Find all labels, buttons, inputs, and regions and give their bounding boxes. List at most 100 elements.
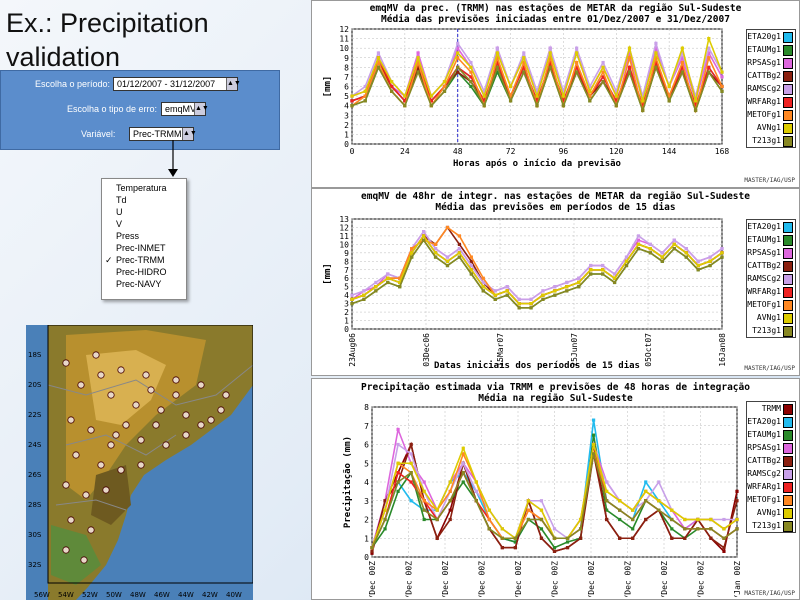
y-tick-label: 10 (339, 44, 349, 53)
menu-item-td[interactable]: Td (102, 194, 186, 206)
data-point (363, 99, 367, 103)
y-tick-label: 3 (364, 497, 369, 506)
data-point (416, 65, 420, 69)
data-point (672, 247, 676, 251)
menu-item-prec-trmm[interactable]: ✓ Prec-TRMM (102, 254, 186, 266)
legend-label: WRFARg1 (747, 482, 781, 491)
data-point (522, 51, 526, 55)
legend-label: AVNg1 (756, 123, 781, 132)
x-tick-label: 12/Dec 00Z (478, 561, 487, 597)
lat-label: 26S (28, 471, 42, 479)
chart1-credit: MASTER/IAG/USP (744, 177, 795, 184)
chart3-subtitle: Média na região Sul-Sudeste (478, 393, 633, 404)
data-point (648, 247, 652, 251)
data-point (577, 285, 581, 289)
variable-select[interactable]: Prec-TRMM ▲▼ (129, 127, 197, 141)
y-tick-label: 5 (364, 459, 369, 468)
data-point (720, 255, 724, 259)
station-marker (152, 421, 160, 429)
data-point (376, 60, 381, 65)
data-point (601, 65, 605, 69)
data-point (396, 489, 400, 493)
data-point (601, 272, 605, 276)
y-tick-label: 11 (339, 232, 349, 241)
y-tick-label: 6 (344, 274, 349, 283)
data-point (541, 289, 545, 293)
data-point (383, 508, 387, 512)
series-T213g1 (370, 452, 739, 550)
data-point (577, 280, 581, 285)
data-point (362, 293, 366, 297)
y-tick-label: 2 (364, 516, 369, 525)
legend-entry: RAMSCg2 (747, 272, 795, 285)
legend-label: WRFARg1 (747, 287, 781, 296)
menu-item-prec-navy[interactable]: Prec-NAVY (102, 278, 186, 290)
data-point (654, 46, 658, 50)
data-point (482, 89, 486, 93)
data-point (541, 293, 545, 297)
station-marker (80, 556, 88, 564)
menu-item-label: Prec-HIDRO (116, 267, 167, 277)
data-point (422, 230, 426, 234)
data-point (648, 242, 652, 246)
data-point (548, 46, 552, 50)
terrain-plateau (86, 350, 166, 425)
menu-item-temperatura[interactable]: Temperatura (102, 182, 186, 194)
station-marker (87, 526, 95, 534)
legend-label: ETA20g1 (747, 417, 781, 426)
data-point (657, 499, 661, 503)
data-point (548, 51, 552, 55)
error-type-select[interactable]: emqMV ▲▼ (161, 102, 209, 116)
data-point (644, 517, 648, 522)
data-point (448, 499, 452, 503)
data-point (457, 247, 462, 251)
data-point (592, 442, 596, 447)
x-tick-label: 168 (715, 147, 730, 156)
data-point (442, 80, 447, 84)
period-select[interactable]: 01/12/2007 - 31/12/2007 ▲▼ (113, 77, 241, 91)
data-point (526, 499, 531, 503)
state-border (47, 364, 253, 406)
data-point (422, 489, 426, 493)
variable-value: Prec-TRMM (133, 129, 182, 139)
data-point (493, 289, 497, 293)
data-point (720, 70, 724, 74)
legend-entry: METOFg1 (747, 108, 795, 121)
data-point (618, 517, 622, 522)
data-point (680, 65, 684, 69)
data-point (517, 302, 521, 306)
legend-swatch (783, 404, 793, 415)
menu-item-press[interactable]: Press (102, 230, 186, 242)
plot-area (371, 406, 738, 558)
data-point (553, 289, 557, 293)
plot-area (351, 218, 723, 330)
data-point (680, 46, 684, 50)
legend-entry: TRMM (747, 402, 795, 415)
x-tick-label: 03/Dec 00Z (368, 561, 377, 597)
menu-item-prec-hidro[interactable]: Prec-HIDRO (102, 266, 186, 278)
data-point (553, 285, 557, 289)
legend-entry: CATTBg2 (747, 454, 795, 467)
data-point (403, 104, 407, 108)
legend-swatch (783, 235, 793, 246)
legend-entry: T213g1 (747, 519, 795, 532)
chart2-credit: MASTER/IAG/USP (744, 365, 795, 372)
station-marker (132, 401, 140, 409)
data-point (495, 51, 499, 55)
data-point (535, 104, 539, 108)
data-point (654, 65, 658, 69)
legend-entry: T213g1 (747, 134, 795, 147)
legend-label: ETAUMg1 (747, 235, 781, 244)
menu-item-v[interactable]: V (102, 218, 186, 230)
data-point (696, 517, 700, 522)
legend-entry: CATTBg2 (747, 259, 795, 272)
lat-label: 20S (28, 381, 42, 389)
menu-item-u[interactable]: U (102, 206, 186, 218)
legend-entry: METOFg1 (747, 298, 795, 311)
data-point (500, 546, 504, 550)
legend-swatch (783, 274, 793, 285)
period-label: Escolha o período: (35, 79, 111, 89)
data-point (693, 99, 698, 103)
data-point (605, 480, 609, 484)
menu-item-prec-inmet[interactable]: Prec-INMET (102, 242, 186, 254)
